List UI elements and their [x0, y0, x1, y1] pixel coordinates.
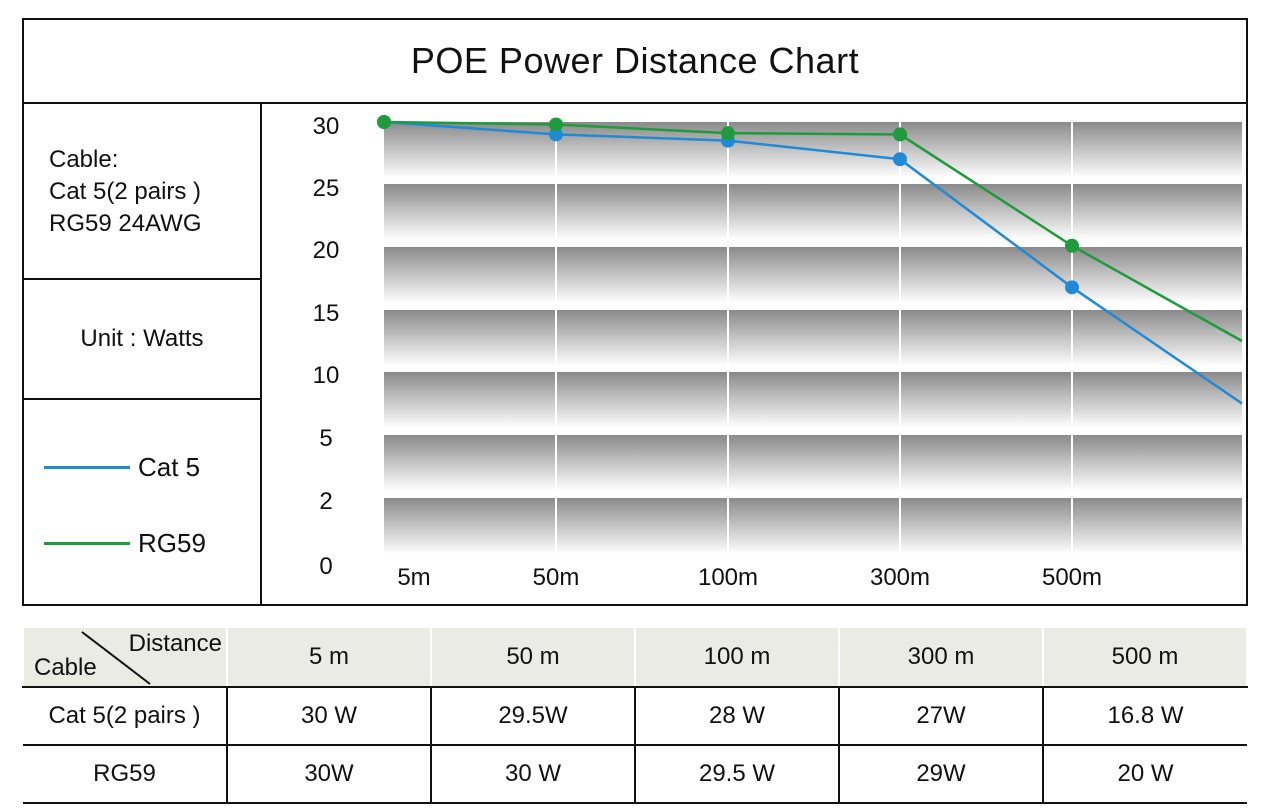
table-cell: 30 W — [430, 744, 636, 804]
x-tick-label: 100m — [698, 564, 758, 591]
legend-line-rg59 — [44, 542, 130, 545]
corner-diagonal — [81, 631, 151, 685]
table-row: Cat 5(2 pairs ) 30 W 29.5W 28 W 27W 16.8… — [23, 686, 1247, 746]
table-row: RG59 30W 30 W 29.5 W 29W 20 W — [23, 744, 1247, 804]
y-tick-label: 30 — [313, 113, 340, 140]
series-line-cat5 — [383, 120, 1243, 405]
x-tick-label: 50m — [533, 564, 580, 591]
x-tick-label: 500m — [1042, 564, 1102, 591]
data-table: Distance Cable 5 m 50 m 100 m 300 m 500 … — [22, 628, 1248, 804]
series-line-rg59 — [383, 120, 1243, 343]
data-point-rg59 — [1065, 238, 1079, 253]
grid-band — [384, 310, 1242, 366]
legend-item-cat5: Cat 5 — [44, 452, 200, 483]
table-header-cell: 100 m — [634, 628, 840, 688]
plot-area: 30 25 20 15 10 5 2 0 5m 50m 100m 300m 500m — [262, 104, 1248, 606]
data-point-rg59 — [549, 117, 563, 132]
cable-info: Cable: Cat 5(2 pairs ) RG59 24AWG — [24, 104, 260, 280]
x-tick-label: 300m — [870, 564, 930, 591]
table-cell: 30 W — [226, 686, 432, 746]
legend-item-rg59: RG59 — [44, 528, 206, 559]
table-cell: 29.5W — [430, 686, 636, 746]
y-tick-label: 20 — [313, 237, 340, 264]
cable-type-1: Cat 5(2 pairs ) — [49, 178, 202, 205]
y-tick-label: 2 — [319, 488, 332, 515]
y-tick-label: 10 — [313, 362, 340, 389]
grid-band — [384, 247, 1242, 303]
table-cell: 29W — [838, 744, 1044, 804]
table-cell: 29.5 W — [634, 744, 840, 804]
legend-line-cat5 — [44, 466, 130, 469]
grid-band — [384, 435, 1242, 491]
table-cell: 16.8 W — [1042, 686, 1247, 746]
y-tick-label: 15 — [313, 300, 340, 327]
row-label: RG59 — [23, 744, 228, 804]
data-point-cat5 — [893, 152, 907, 167]
unit-label: Unit : Watts — [24, 280, 260, 400]
legend: Cat 5 RG59 — [24, 400, 260, 606]
table-cell: 20 W — [1042, 744, 1247, 804]
table-header-cell: 50 m — [430, 628, 636, 688]
data-point-rg59 — [377, 115, 391, 129]
y-tick-label: 0 — [319, 553, 332, 580]
grid-band — [384, 184, 1242, 240]
table-cell: 28 W — [634, 686, 840, 746]
chart-frame: POE Power Distance Chart Cable: Cat 5(2 … — [22, 18, 1248, 606]
legend-label-cat5: Cat 5 — [138, 452, 201, 482]
data-point-rg59 — [893, 127, 907, 142]
y-tick-label: 25 — [313, 175, 340, 202]
chart-title: POE Power Distance Chart — [24, 20, 1246, 104]
corner-distance-label: Distance — [128, 630, 222, 657]
corner-cable-label: Cable — [34, 654, 97, 681]
cable-heading: Cable: — [49, 146, 119, 173]
x-tick-label: 5m — [397, 564, 430, 591]
side-panel: Cable: Cat 5(2 pairs ) RG59 24AWG Unit :… — [24, 104, 262, 606]
table-header-cell: 300 m — [838, 628, 1044, 688]
grid-band — [384, 498, 1242, 554]
row-label: Cat 5(2 pairs ) — [23, 686, 228, 746]
table-cell: 30W — [226, 744, 432, 804]
data-point-cat5 — [1065, 280, 1079, 295]
data-point-cat5 — [549, 127, 563, 142]
cable-type-2: RG59 24AWG — [49, 210, 202, 237]
data-point-rg59 — [721, 126, 735, 141]
table-corner-header: Distance Cable — [22, 628, 228, 688]
table-cell: 27W — [838, 686, 1044, 746]
grid-band — [384, 372, 1242, 428]
legend-label-rg59: RG59 — [138, 528, 206, 558]
table-header-cell: 500 m — [1042, 628, 1248, 688]
y-tick-label: 5 — [319, 425, 332, 452]
table-header-cell: 5 m — [226, 628, 432, 688]
